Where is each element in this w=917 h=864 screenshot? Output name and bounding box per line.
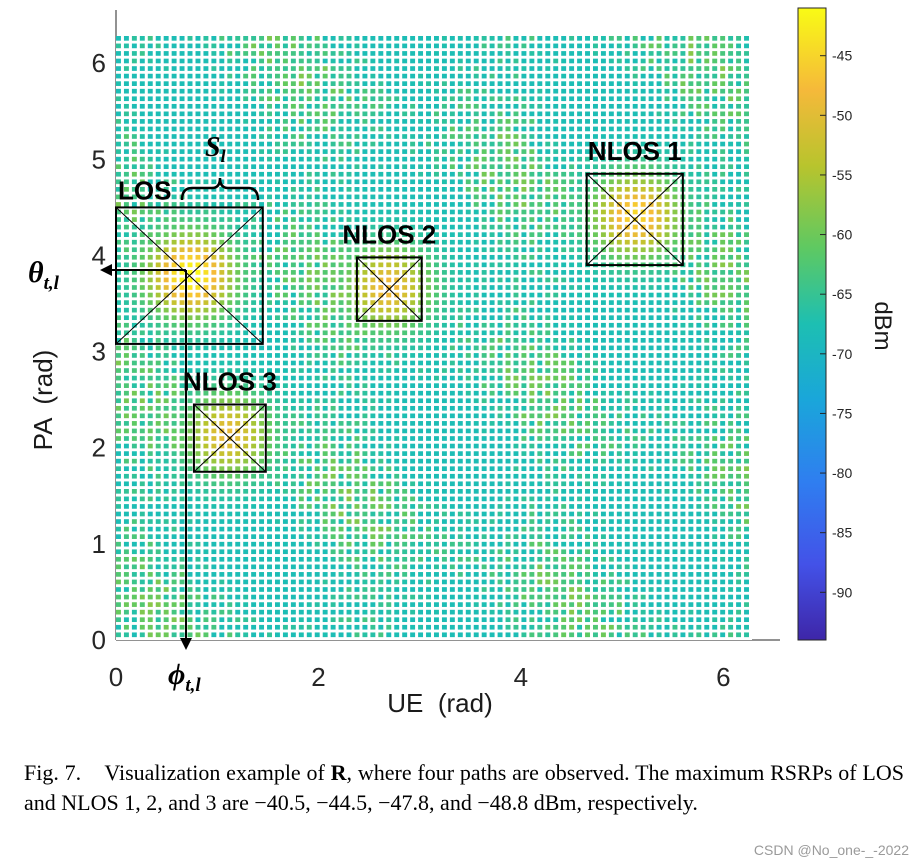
box-nlos-1 [585,172,684,267]
y-tick-label: 5 [92,144,106,174]
theta-label: θt,l [28,256,60,294]
theta-arrowhead [100,264,112,276]
path-boxes: LOS NLOS 1 NLOS 2 NLOS 3 [115,136,684,473]
watermark: CSDN @No_one-_-2022 [753,842,909,858]
y-tick-label: 4 [92,240,106,270]
colorbar-tick-label: -55 [832,167,852,183]
figure-caption: Fig. 7. Visualization example of R, wher… [24,758,904,818]
axis-ticks: 0 2 4 6 0 1 2 3 4 5 6 [92,48,731,692]
phi-arrowhead [180,638,192,650]
s-brace [180,177,260,201]
colorbar-tick-label: -70 [832,346,852,362]
y-tick-label: 3 [92,337,106,367]
colorbar-tick-label: -50 [832,107,852,123]
box-diagonal [193,404,267,473]
heatmap-cells [116,36,752,640]
box-nlos-3 [192,403,267,473]
y-tick-label: 6 [92,48,106,78]
label-nlos-1: NLOS 1 [588,136,682,166]
box-nlos-2 [355,256,423,322]
x-tick-label: 0 [109,662,123,692]
phi-label: ϕt,l [168,658,201,696]
caption-prefix: Fig. 7. [24,760,82,785]
colorbar-tick-label: -90 [832,584,852,600]
x-axis-label: UE (rad) [387,688,492,718]
caption-text-2: , where four paths are observed. The max… [24,760,904,815]
label-nlos-3: NLOS 3 [183,366,277,396]
colorbar-ticks: -45 -50 -55 -60 -65 -70 -75 -80 -85 -90 [820,48,852,600]
colorbar-tick-label: -45 [832,48,852,64]
heatmap-figure: LOS NLOS 1 NLOS 2 NLOS 3 0 2 4 6 0 1 2 3 4 5 6 UE (ra… [28,7,896,718]
colorbar-tick-label: -80 [832,465,852,481]
colorbar-label: dBm [869,301,896,350]
colorbar-tick-label: -85 [832,525,852,541]
caption-text-1: Visualization example of [104,760,331,785]
s-label: Sl [205,132,226,166]
colorbar-tick-label: -65 [832,286,852,302]
x-tick-label: 2 [311,662,325,692]
y-tick-label: 1 [92,529,106,559]
box-los [115,206,264,345]
label-nlos-2: NLOS 2 [342,219,436,249]
y-tick-label: 2 [92,433,106,463]
caption-bold: R [330,760,347,785]
box-diagonal [586,173,684,266]
y-axis-label: PA (rad) [28,350,58,451]
box-diagonal [115,207,264,345]
y-tick-label: 0 [92,625,106,655]
colorbar-tick-label: -60 [832,227,852,243]
x-tick-label: 4 [514,662,528,692]
colorbar-tick-label: -75 [832,405,852,421]
x-tick-label: 6 [716,662,730,692]
colorbar [797,7,827,641]
label-los: LOS [118,175,171,205]
box-diagonal [356,257,423,322]
